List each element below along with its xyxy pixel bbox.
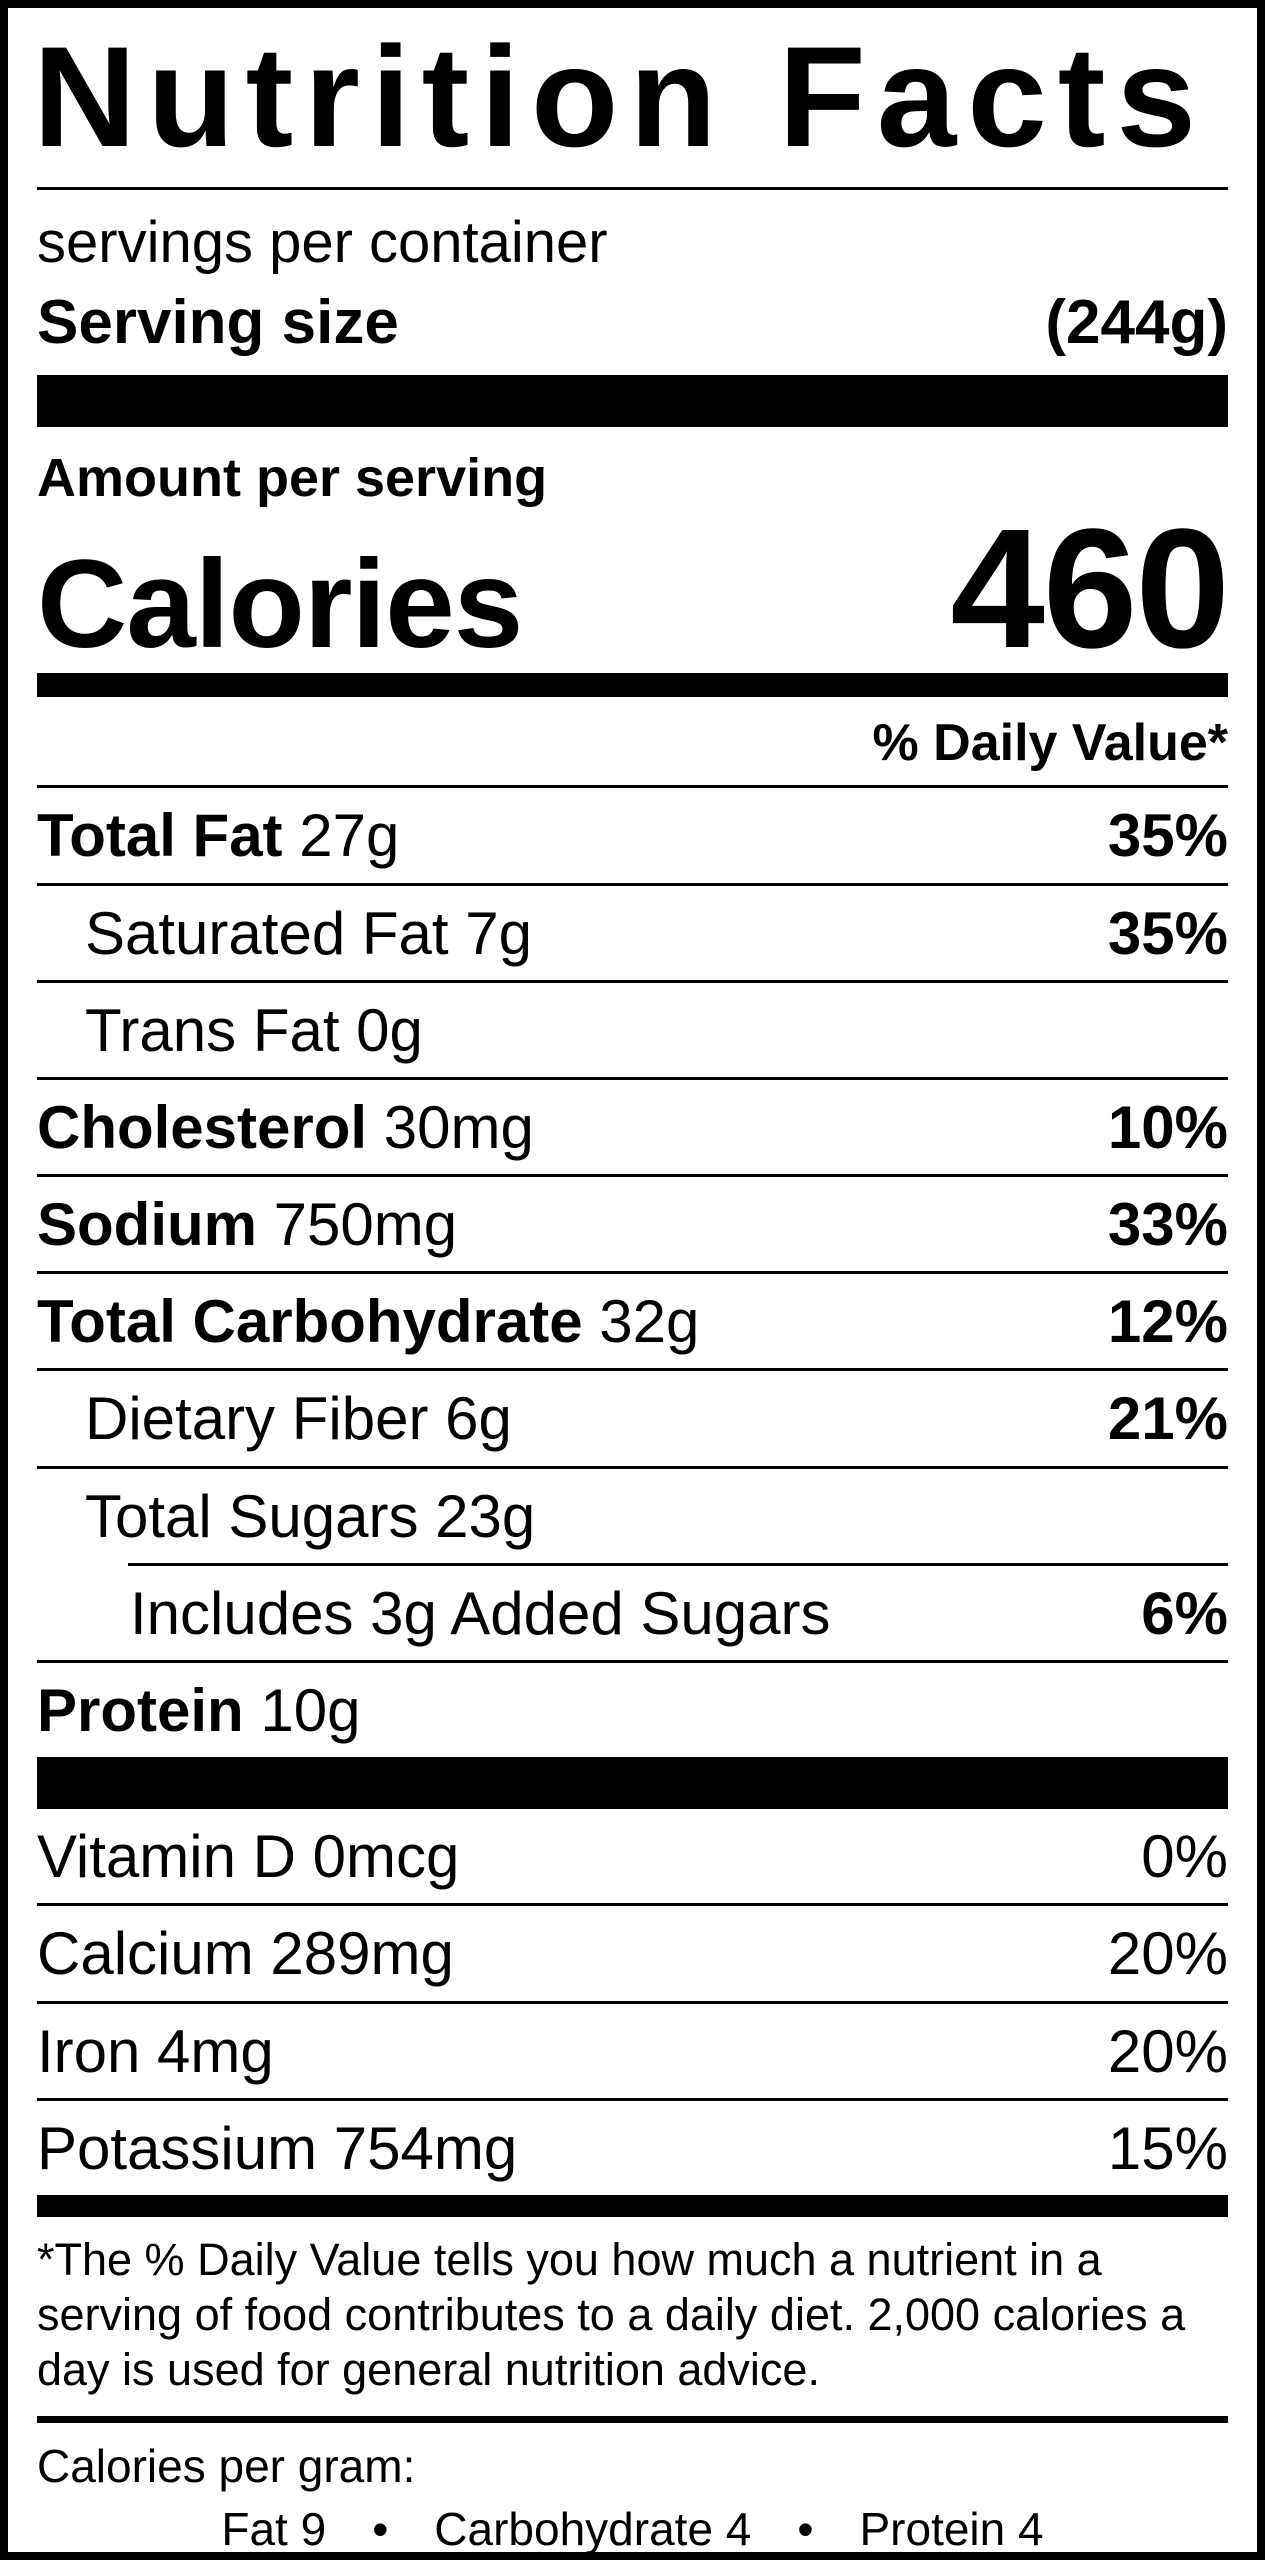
vitamin-row: Potassium 754mg 15% [37, 2101, 1228, 2195]
nutrient-daily-value: 10% [1107, 1093, 1228, 1161]
nutrient-name: Potassium [37, 2114, 318, 2182]
nutrient-name-and-amount: Includes 3g Added Sugars [130, 1580, 831, 1647]
nutrient-name: Iron [37, 2017, 141, 2085]
nutrient-name-and-amount: Iron 4mg [37, 2018, 274, 2085]
nutrient-name: Vitamin D [37, 1823, 296, 1891]
nutrient-amount: 754mg [317, 2114, 518, 2182]
nutrient-name-and-amount: Sodium 750mg [37, 1191, 457, 1258]
calories-per-gram-line: Fat 9 • Carbohydrate 4 • Protein 4 [221, 2503, 1044, 2556]
nutrient-name-and-amount: Potassium 754mg [37, 2115, 517, 2182]
nutrient-row: Trans Fat 0g [37, 983, 1228, 1080]
nutrient-name-and-amount: Calcium 289mg [37, 1920, 454, 1987]
nutrient-name: Total Fat [37, 802, 283, 870]
nutrient-amount: 750mg [257, 1191, 458, 1259]
nutrient-row: Dietary Fiber 6g 21% [37, 1371, 1228, 1469]
nutrient-name-and-amount: Vitamin D 0mcg [37, 1823, 459, 1890]
calories-label: Calories [37, 535, 523, 675]
nutrient-name: Cholesterol [37, 1093, 368, 1161]
vitamin-row: Iron 4mg 20% [37, 2004, 1228, 2101]
footnote: *The % Daily Value tells you how much a … [37, 2233, 1186, 2395]
daily-value-header: % Daily Value* [37, 697, 1228, 789]
nutrient-name-and-amount: Cholesterol 30mg [37, 1094, 534, 1161]
nutrient-name-and-amount: Protein 10g [37, 1677, 360, 1744]
nutrient-name: Total Carbohydrate [37, 1288, 583, 1356]
amount-per-serving-label: Amount per serving [37, 447, 548, 508]
calories-row: Calories 460 [37, 493, 1230, 684]
nutrient-amount: 7g [448, 899, 532, 967]
nutrient-row: Total Carbohydrate 32g 12% [37, 1274, 1228, 1372]
serving-size-value: (244g) [1045, 288, 1228, 358]
section-bar-footnote [37, 2194, 1228, 2217]
nutrient-daily-value: 35% [1107, 802, 1228, 870]
nutrient-amount: 30mg [367, 1093, 534, 1161]
nutrient-row: Total Fat 27g 35% [37, 788, 1228, 886]
nutrient-name-and-amount: Trans Fat 0g [85, 997, 423, 1064]
nutrient-name: Saturated Fat [85, 899, 449, 967]
nutrient-row: Sodium 750mg 33% [37, 1177, 1228, 1275]
nutrient-row: Saturated Fat 7g 35% [37, 886, 1228, 983]
nutrient-name: Sodium [37, 1191, 257, 1259]
nutrient-row: Cholesterol 30mg 10% [37, 1080, 1228, 1178]
section-bar-vitamins [37, 1757, 1228, 1810]
nutrient-name: Total Sugars [85, 1482, 419, 1550]
nutrient-daily-value: 20% [1107, 1920, 1228, 1988]
footnote-divider [37, 2415, 1228, 2423]
section-bar-top [37, 374, 1228, 427]
servings-per-container: servings per container [37, 209, 608, 275]
nutrient-amount: 289mg [253, 1920, 454, 1988]
nutrient-amount: 32g [582, 1288, 700, 1356]
nutrient-name-and-amount: Saturated Fat 7g [85, 900, 532, 967]
serving-size-label: Serving size [37, 288, 399, 358]
nutrient-name-and-amount: Dietary Fiber 6g [85, 1385, 512, 1452]
calories-value: 460 [950, 493, 1230, 684]
calories-divider-bar [37, 673, 1228, 698]
nutrient-row: Includes 3g Added Sugars 6% [37, 1566, 1228, 1664]
nutrient-amount: 0g [339, 996, 423, 1064]
nutrient-name-and-amount: Total Carbohydrate 32g [37, 1288, 699, 1355]
nutrient-daily-value: 12% [1107, 1288, 1228, 1356]
calories-per-gram-label: Calories per gram: [37, 2439, 416, 2492]
nutrient-name: Dietary Fiber [85, 1385, 429, 1453]
serving-size-row: Serving size (244g) [37, 286, 1228, 360]
vitamin-row: Vitamin D 0mcg 0% [37, 1809, 1228, 1907]
nutrient-rows: Total Fat 27g 35% Saturated Fat 7g 35% Trans… [37, 788, 1228, 1757]
nutrient-name: Trans Fat [85, 996, 340, 1064]
nutrient-name-and-amount: Total Sugars 23g [85, 1483, 535, 1550]
nutrient-daily-value: 20% [1107, 2017, 1228, 2085]
nutrient-daily-value: 33% [1107, 1191, 1228, 1259]
vitamin-row: Calcium 289mg 20% [37, 1906, 1228, 2004]
label-title: Nutrition Facts [33, 18, 1207, 177]
nutrient-name: Includes 3g Added Sugars [130, 1579, 831, 1647]
nutrient-amount: 27g [282, 802, 400, 870]
nutrient-name: Calcium [37, 1920, 254, 1988]
nutrient-amount: 23g [418, 1482, 536, 1550]
nutrient-row: Total Sugars 23g [37, 1469, 1228, 1563]
nutrient-daily-value: 21% [1107, 1385, 1228, 1453]
added-sugars-separator [128, 1562, 1228, 1566]
nutrient-amount: 4mg [140, 2017, 274, 2085]
nutrient-daily-value: 35% [1107, 899, 1228, 967]
vitamin-rows: Vitamin D 0mcg 0% Calcium 289mg 20% Iron 4mg… [37, 1809, 1228, 2195]
nutrient-name-and-amount: Total Fat 27g [37, 802, 399, 869]
nutrient-name: Protein [37, 1677, 244, 1745]
nutrient-daily-value: 15% [1107, 2114, 1228, 2182]
nutrient-amount: 10g [243, 1677, 361, 1745]
nutrient-daily-value: 6% [1141, 1579, 1228, 1647]
nutrient-amount: 0mcg [295, 1823, 460, 1891]
nutrient-row: Protein 10g [37, 1663, 1228, 1757]
nutrient-daily-value: 0% [1141, 1823, 1228, 1891]
title-divider [37, 186, 1228, 190]
nutrient-amount: 6g [428, 1385, 512, 1453]
